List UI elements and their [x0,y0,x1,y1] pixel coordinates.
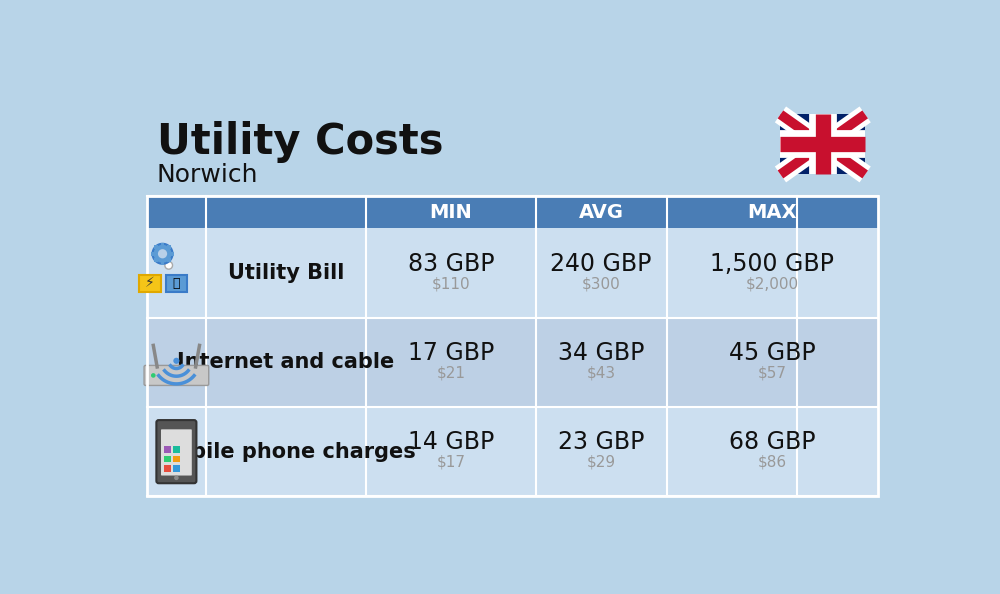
Bar [167,258,171,262]
Bar [147,196,878,497]
Circle shape [165,261,173,269]
Bar [154,258,158,262]
Bar [164,465,171,472]
Text: 68 GBP: 68 GBP [729,431,816,454]
Text: Utility Bill: Utility Bill [228,263,344,283]
Bar [151,252,155,255]
Text: Utility Costs: Utility Costs [157,121,443,163]
Bar [147,407,878,497]
Bar [164,446,171,453]
Circle shape [174,476,179,480]
Text: Mobile phone charges: Mobile phone charges [156,442,416,462]
Bar [147,196,878,228]
Text: $2,000: $2,000 [746,276,799,291]
Text: MIN: MIN [430,203,472,222]
Bar [147,228,878,318]
Text: $300: $300 [582,276,620,291]
Circle shape [151,373,156,378]
Bar [164,456,171,463]
Text: ⚡: ⚡ [145,276,155,290]
Text: Norwich: Norwich [157,163,258,187]
Text: 34 GBP: 34 GBP [558,341,644,365]
Bar [161,242,164,247]
Text: 1,500 GBP: 1,500 GBP [710,252,834,276]
Bar [161,261,164,265]
Bar [154,245,158,249]
Bar [173,456,180,463]
Circle shape [173,358,179,364]
Text: $86: $86 [758,455,787,470]
Bar [170,252,174,255]
FancyBboxPatch shape [161,429,192,476]
Text: $43: $43 [586,366,616,381]
Text: 🚿: 🚿 [173,277,180,289]
Text: $57: $57 [758,366,787,381]
Text: 240 GBP: 240 GBP [550,252,652,276]
Text: $29: $29 [586,455,616,470]
Bar [166,274,187,292]
Text: 83 GBP: 83 GBP [408,252,494,276]
Text: $110: $110 [432,276,470,291]
Circle shape [153,244,173,264]
FancyBboxPatch shape [144,365,209,386]
Text: AVG: AVG [579,203,624,222]
Text: 14 GBP: 14 GBP [408,431,494,454]
Bar [780,115,865,175]
Bar [139,274,161,292]
Text: MAX: MAX [748,203,797,222]
Bar [167,245,171,249]
Bar [147,318,878,407]
Text: 17 GBP: 17 GBP [408,341,494,365]
Circle shape [158,249,167,258]
Text: $21: $21 [436,366,465,381]
Bar [173,465,180,472]
Text: Internet and cable: Internet and cable [177,352,395,372]
Text: 45 GBP: 45 GBP [729,341,816,365]
FancyBboxPatch shape [156,420,196,484]
Text: 23 GBP: 23 GBP [558,431,644,454]
Bar [173,446,180,453]
Text: $17: $17 [436,455,465,470]
